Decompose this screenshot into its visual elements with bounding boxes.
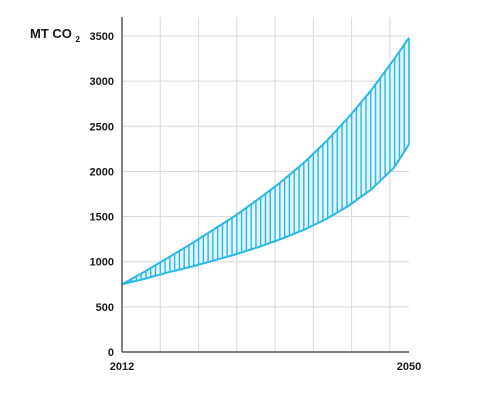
emission-band [121, 37, 410, 286]
y-tick-label: 1500 [90, 212, 114, 224]
y-tick-label: 2500 [90, 121, 114, 133]
y-tick-label: 500 [96, 302, 114, 314]
labels: MT CO 2 0 500 1000 1500 2000 2500 3000 3500 2012… [30, 26, 421, 373]
y-tick-label: 0 [108, 347, 114, 359]
y-axis-title-subscript: 2 [76, 35, 81, 44]
axes [121, 17, 409, 353]
y-tick-label: 1000 [90, 257, 114, 269]
series-upper-bound [121, 37, 410, 286]
y-tick-label: 3000 [90, 76, 114, 88]
y-tick-label: 2000 [90, 166, 114, 178]
y-axis-title-text: MT CO [30, 26, 72, 41]
series-lower-bound [121, 143, 410, 286]
y-axis-title: MT CO 2 [30, 26, 81, 44]
y-tick-label: 3500 [90, 31, 114, 43]
x-tick-label: 2050 [397, 361, 421, 373]
x-tick-label: 2012 [110, 361, 134, 373]
